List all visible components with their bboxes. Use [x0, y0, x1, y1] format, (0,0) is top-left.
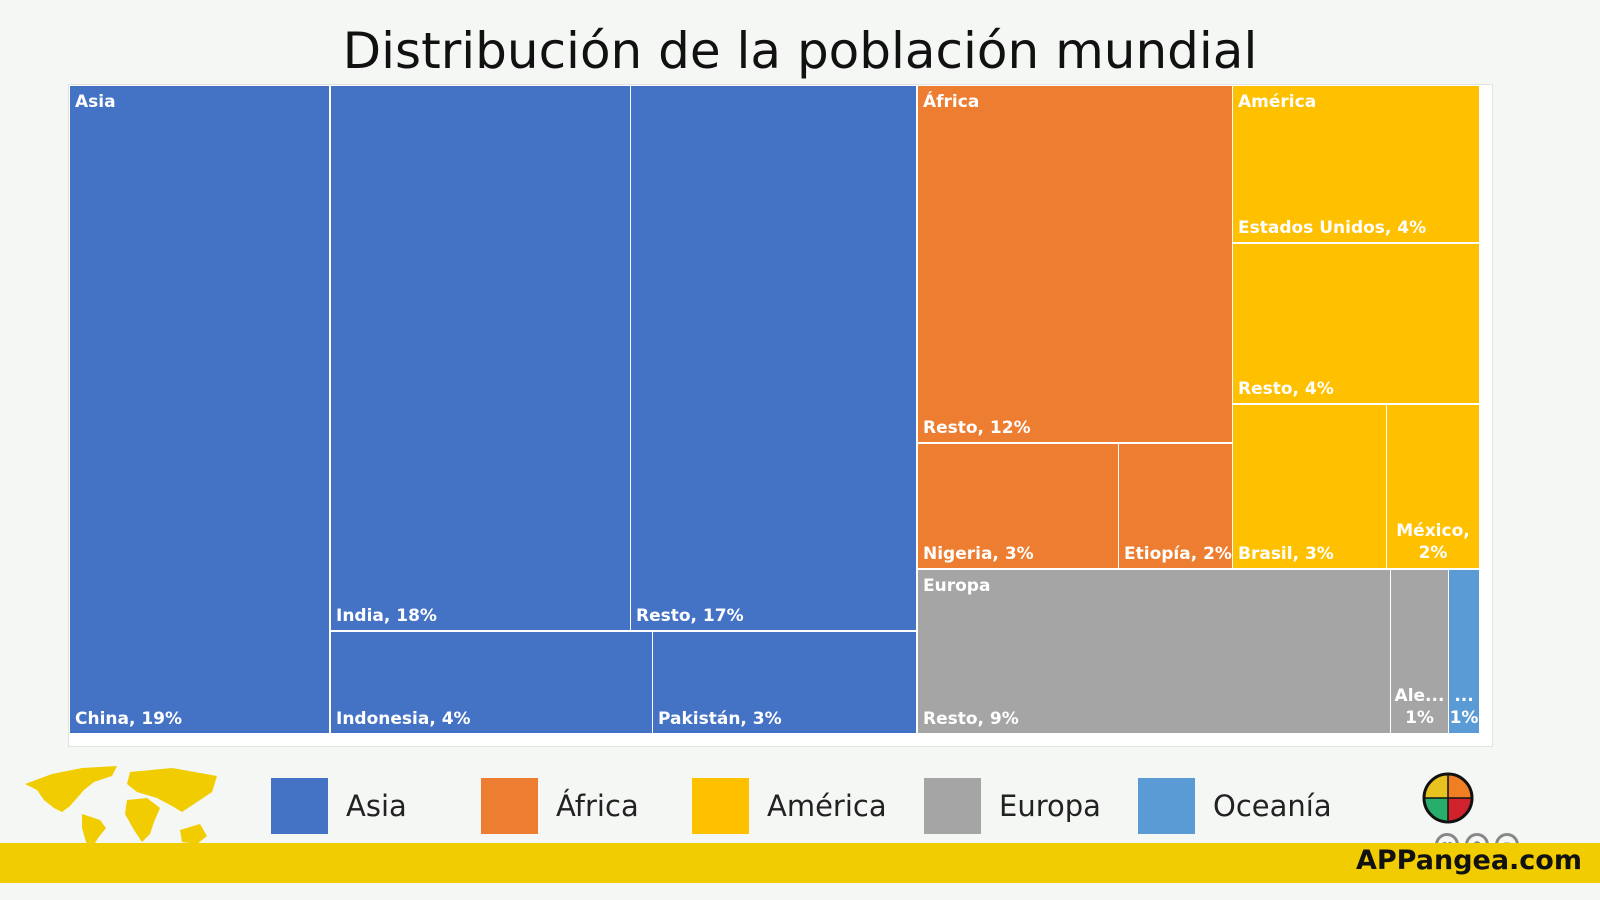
group-label: Europa: [923, 576, 991, 596]
treemap-cell[interactable]: Resto, 4%: [1232, 243, 1480, 404]
group-label: América: [1238, 92, 1317, 112]
group-label: Asia: [75, 92, 116, 112]
cell-label: India, 18%: [336, 606, 437, 626]
legend-label: África: [556, 789, 639, 823]
legend-label: Oceanía: [1213, 789, 1332, 823]
treemap-cell[interactable]: México, 2%: [1386, 404, 1480, 569]
treemap-cell[interactable]: Nigeria, 3%: [917, 443, 1119, 569]
cell-label-line: 1%: [1449, 708, 1479, 728]
group-label: África: [923, 92, 980, 112]
legend-item: Oceanía: [1138, 778, 1332, 834]
treemap-cell[interactable]: India, 18%: [330, 85, 631, 631]
cell-label: Brasil, 3%: [1238, 544, 1334, 564]
cell-label-line: México,: [1396, 521, 1470, 541]
footer-bar: APPangea.com: [0, 843, 1600, 883]
legend-label: América: [767, 789, 887, 823]
cell-label-line: 2%: [1418, 543, 1448, 563]
world-map-icon: [25, 766, 217, 844]
legend-swatch: [1138, 778, 1195, 834]
legend-swatch: [481, 778, 538, 834]
cell-label: México, 2%: [1387, 520, 1479, 564]
treemap-cell[interactable]: América Estados Unidos, 4%: [1232, 85, 1480, 243]
treemap-cell[interactable]: Ale... 1%: [1390, 569, 1449, 734]
treemap-cell[interactable]: Etiopía, 2%: [1118, 443, 1233, 569]
cell-label: Ale... 1%: [1391, 685, 1448, 729]
cell-label-line: Ale...: [1394, 686, 1445, 706]
treemap-cell[interactable]: ... 1%: [1448, 569, 1480, 734]
legend-item: América: [692, 778, 887, 834]
appangea-puzzle-logo: [1422, 772, 1474, 824]
legend-swatch: [924, 778, 981, 834]
cell-label: China, 19%: [75, 709, 183, 729]
legend: Asia África América Europa Oceanía: [0, 778, 1600, 834]
cell-label: Resto, 4%: [1238, 379, 1334, 399]
chart-title: Distribución de la población mundial: [342, 22, 1258, 80]
legend-swatch: [692, 778, 749, 834]
treemap-cell[interactable]: Brasil, 3%: [1232, 404, 1387, 569]
cell-label: Pakistán, 3%: [658, 709, 782, 729]
cell-label: Nigeria, 3%: [923, 544, 1034, 564]
treemap-cell[interactable]: Pakistán, 3%: [652, 631, 917, 734]
legend-label: Europa: [999, 789, 1101, 823]
legend-swatch: [271, 778, 328, 834]
cell-label: Resto, 9%: [923, 709, 1019, 729]
cell-label: Indonesia, 4%: [336, 709, 471, 729]
cell-label: Resto, 17%: [636, 606, 744, 626]
legend-item: Europa: [924, 778, 1101, 834]
legend-label: Asia: [346, 789, 407, 823]
treemap-cell[interactable]: Asia China, 19%: [69, 85, 330, 734]
treemap-cell[interactable]: Resto, 17%: [630, 85, 917, 631]
treemap-cell[interactable]: Europa Resto, 9%: [917, 569, 1391, 734]
cell-label-line: 1%: [1405, 708, 1434, 728]
legend-item: África: [481, 778, 639, 834]
treemap-cell[interactable]: África Resto, 12%: [917, 85, 1233, 443]
legend-item: Asia: [271, 778, 407, 834]
treemap: Asia China, 19% India, 18% Resto, 17% Indone…: [68, 84, 1493, 747]
cell-label: Estados Unidos, 4%: [1238, 218, 1427, 238]
cell-label: Resto, 12%: [923, 418, 1031, 438]
brand-link[interactable]: APPangea.com: [1356, 845, 1582, 876]
cell-label-line: ...: [1454, 686, 1474, 706]
cell-label: ... 1%: [1449, 685, 1479, 729]
cell-label: Etiopía, 2%: [1124, 544, 1232, 564]
treemap-cell[interactable]: Indonesia, 4%: [330, 631, 653, 734]
